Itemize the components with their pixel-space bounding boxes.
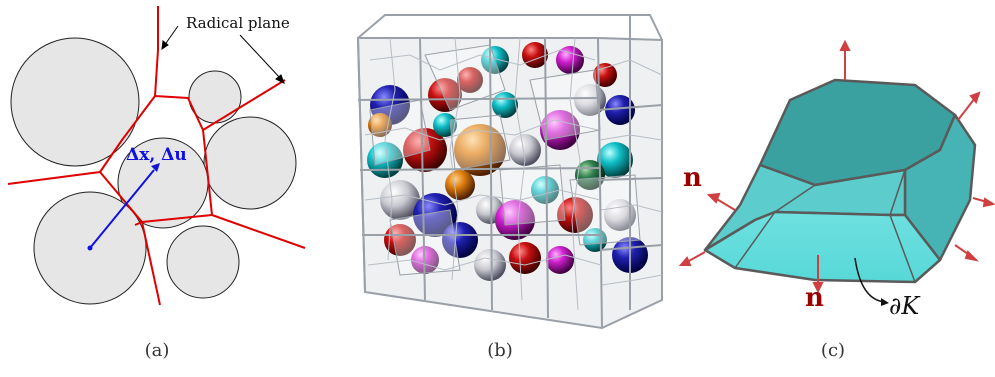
annotation-arrows (161, 25, 285, 85)
particle-circle (203, 116, 297, 210)
vector-label: Δx, Δu (126, 145, 187, 165)
particle-circle (166, 225, 240, 299)
radical-plane-label: Radical plane (186, 14, 290, 32)
cube-wireframe (356, 14, 663, 330)
panel-b-svg (356, 14, 663, 330)
voronoi-edges (364, 37, 663, 311)
boundary-label: ∂K (889, 292, 921, 320)
particle-circle (10, 37, 140, 167)
panel-c-polyhedron: n n ∂K (c) (675, 0, 995, 377)
panel-a-power-diagram: Radical plane Δx, Δu (a) (0, 0, 320, 377)
panel-a-svg: Radical plane Δx, Δu (7, 6, 306, 306)
normal-label-top: n (683, 163, 702, 193)
radical-plane-lines (7, 6, 306, 306)
displacement-vector (87, 163, 160, 251)
normal-arrows (678, 39, 995, 294)
polyhedron-inner-edges (734, 169, 916, 283)
panel-c-svg: n n ∂K (678, 39, 995, 320)
caption-b: (b) (487, 340, 513, 361)
caption-a: (a) (144, 340, 170, 361)
normal-label-bottom: n (805, 283, 824, 313)
caption-c: (c) (820, 340, 846, 361)
boundary-arrow-head (881, 298, 889, 306)
panel-b-voronoi-cube: (b) (330, 0, 675, 377)
polyhedron (703, 78, 977, 284)
